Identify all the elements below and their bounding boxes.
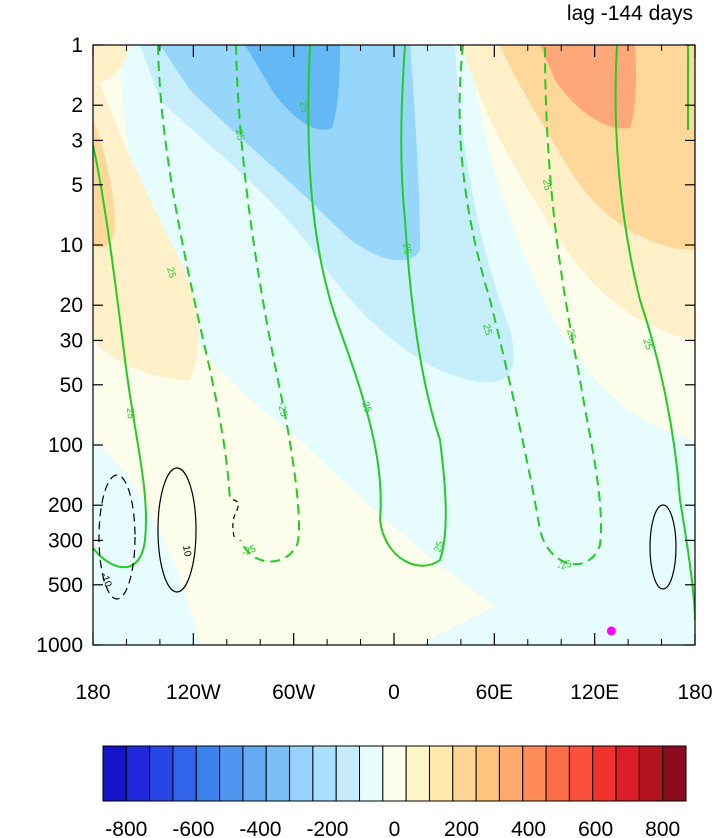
y-axis: 1 2 3 5 10 20 30 50 100 200 300 500 1000 bbox=[36, 34, 695, 657]
y-tick-label: 20 bbox=[60, 294, 83, 317]
colorbar-cell bbox=[452, 745, 477, 802]
x-tick-label: 60E bbox=[476, 681, 513, 704]
shade-orange-right-2 bbox=[540, 45, 636, 129]
contour-dashed-1 bbox=[157, 45, 231, 501]
y-tick-label: 30 bbox=[60, 329, 83, 352]
colorbar-cell bbox=[195, 745, 221, 802]
plot-area: 25 25 25 25 25 25 25 25 25 25 -25 25 -25… bbox=[93, 45, 695, 645]
shade-yellow-top-left bbox=[93, 45, 130, 85]
y-tick-label: 300 bbox=[48, 529, 83, 552]
colorbar-tick-label: 800 bbox=[645, 818, 680, 838]
colorbar-cell bbox=[382, 745, 407, 802]
colorbar-cell bbox=[568, 745, 594, 802]
colorbar-cell bbox=[498, 745, 524, 802]
shade-orange-left bbox=[93, 120, 115, 248]
colorbar-cell bbox=[522, 745, 547, 802]
y-tick-label: 100 bbox=[48, 434, 83, 457]
contour-label: -25 bbox=[240, 543, 258, 558]
x-tick-label: 180 bbox=[75, 681, 110, 704]
contour-label: 25 bbox=[124, 407, 136, 419]
shade-blue-2 bbox=[160, 45, 420, 261]
colorbar-cell bbox=[615, 745, 640, 802]
colorbar-cell bbox=[102, 745, 127, 802]
colorbar-tick-label: -800 bbox=[105, 818, 147, 838]
x-tick-label: 120E bbox=[570, 681, 619, 704]
colorbar-cell bbox=[545, 745, 570, 802]
contour-dashed-3 bbox=[458, 45, 602, 566]
colorbar-tick-label: -600 bbox=[172, 818, 214, 838]
colorbar-cell bbox=[335, 745, 361, 802]
colorbar-cell bbox=[475, 745, 500, 802]
contours-green bbox=[93, 45, 695, 621]
colorbar-cell bbox=[662, 745, 687, 802]
x-axis: 180 120W 60W 0 60E 120E 180 bbox=[75, 45, 713, 704]
colorbar-cell bbox=[265, 745, 291, 802]
contour-black-dashed-small bbox=[232, 499, 239, 541]
x-tick-label: 0 bbox=[388, 681, 400, 704]
y-tick-label: 2 bbox=[71, 94, 83, 117]
colorbar-cell bbox=[149, 745, 174, 802]
colorbar-tick-label: 600 bbox=[578, 818, 613, 838]
contour-label: 25 bbox=[400, 243, 413, 256]
colorbar-cell bbox=[312, 745, 337, 802]
colorbar-tick-label: 200 bbox=[444, 818, 479, 838]
contour-label: -25 bbox=[275, 401, 289, 418]
colorbar-cell bbox=[592, 745, 617, 802]
y-tick-label: 5 bbox=[71, 174, 83, 197]
colorbar: -800 -600 -400 -200 0 200 400 600 800 bbox=[102, 745, 687, 838]
contour-label: 25 bbox=[480, 323, 494, 337]
shade-orange-right-1 bbox=[500, 45, 695, 250]
colorbar-tick-label: 400 bbox=[511, 818, 546, 838]
colorbar-cell bbox=[172, 745, 197, 802]
colorbar-cell bbox=[242, 745, 267, 802]
colorbar-cell bbox=[638, 745, 664, 802]
contour-label: 25 bbox=[297, 101, 310, 114]
colorbar-tick-label: 0 bbox=[389, 818, 401, 838]
contour-solid-2 bbox=[307, 45, 447, 567]
colorbar-cell bbox=[405, 745, 430, 802]
contour-dashed-2 bbox=[235, 45, 300, 563]
colorbar-cell bbox=[219, 745, 244, 802]
colorbar-cell bbox=[289, 745, 314, 802]
contour-solid-3 bbox=[614, 45, 695, 621]
y-tick-label: 3 bbox=[71, 129, 83, 152]
x-tick-label: 120W bbox=[166, 681, 221, 704]
x-tick-label: 60W bbox=[272, 681, 315, 704]
reference-point-marker bbox=[606, 626, 616, 636]
contour-label: 25 bbox=[432, 539, 446, 554]
contours-black bbox=[98, 467, 677, 600]
y-tick-label: 500 bbox=[48, 574, 83, 597]
contour-label: 25 bbox=[164, 266, 178, 280]
shade-pale-blue-lower-right bbox=[420, 540, 695, 645]
y-tick-label: 10 bbox=[60, 234, 83, 257]
colorbar-cell bbox=[428, 745, 454, 802]
chart-title: lag -144 days bbox=[567, 2, 693, 25]
contour-black-solid-left bbox=[157, 467, 197, 593]
contour-black-dashed-left bbox=[98, 474, 136, 600]
shade-blue-3 bbox=[245, 45, 340, 130]
contour-label: 25 bbox=[540, 179, 553, 192]
colorbar-cell bbox=[359, 745, 384, 802]
contour-black-solid-right bbox=[649, 504, 677, 590]
y-tick-label: 1000 bbox=[36, 634, 83, 657]
contour-label: 25 bbox=[233, 129, 246, 142]
contour-label: -25 bbox=[556, 558, 573, 572]
colorbar-cell bbox=[125, 745, 151, 802]
contour-solid-1 bbox=[93, 144, 147, 569]
contour-labels: 25 25 25 25 25 25 25 25 25 25 -25 25 -25… bbox=[98, 101, 654, 589]
contour-label: 25 bbox=[640, 337, 654, 352]
shade-pale-blue-lower-left bbox=[93, 440, 200, 645]
colorbar-tick-label: -200 bbox=[306, 818, 348, 838]
shade-yellow-left bbox=[93, 60, 199, 380]
x-tick-label: 180 bbox=[677, 681, 712, 704]
contour-label: 25 bbox=[564, 328, 578, 342]
colorbar-tick-label: -400 bbox=[239, 818, 281, 838]
y-tick-label: 1 bbox=[71, 34, 83, 57]
y-tick-label: 50 bbox=[60, 374, 83, 397]
contour-label: 25 bbox=[359, 400, 373, 415]
contour-label: 10 bbox=[180, 545, 193, 558]
y-tick-label: 200 bbox=[48, 494, 83, 517]
